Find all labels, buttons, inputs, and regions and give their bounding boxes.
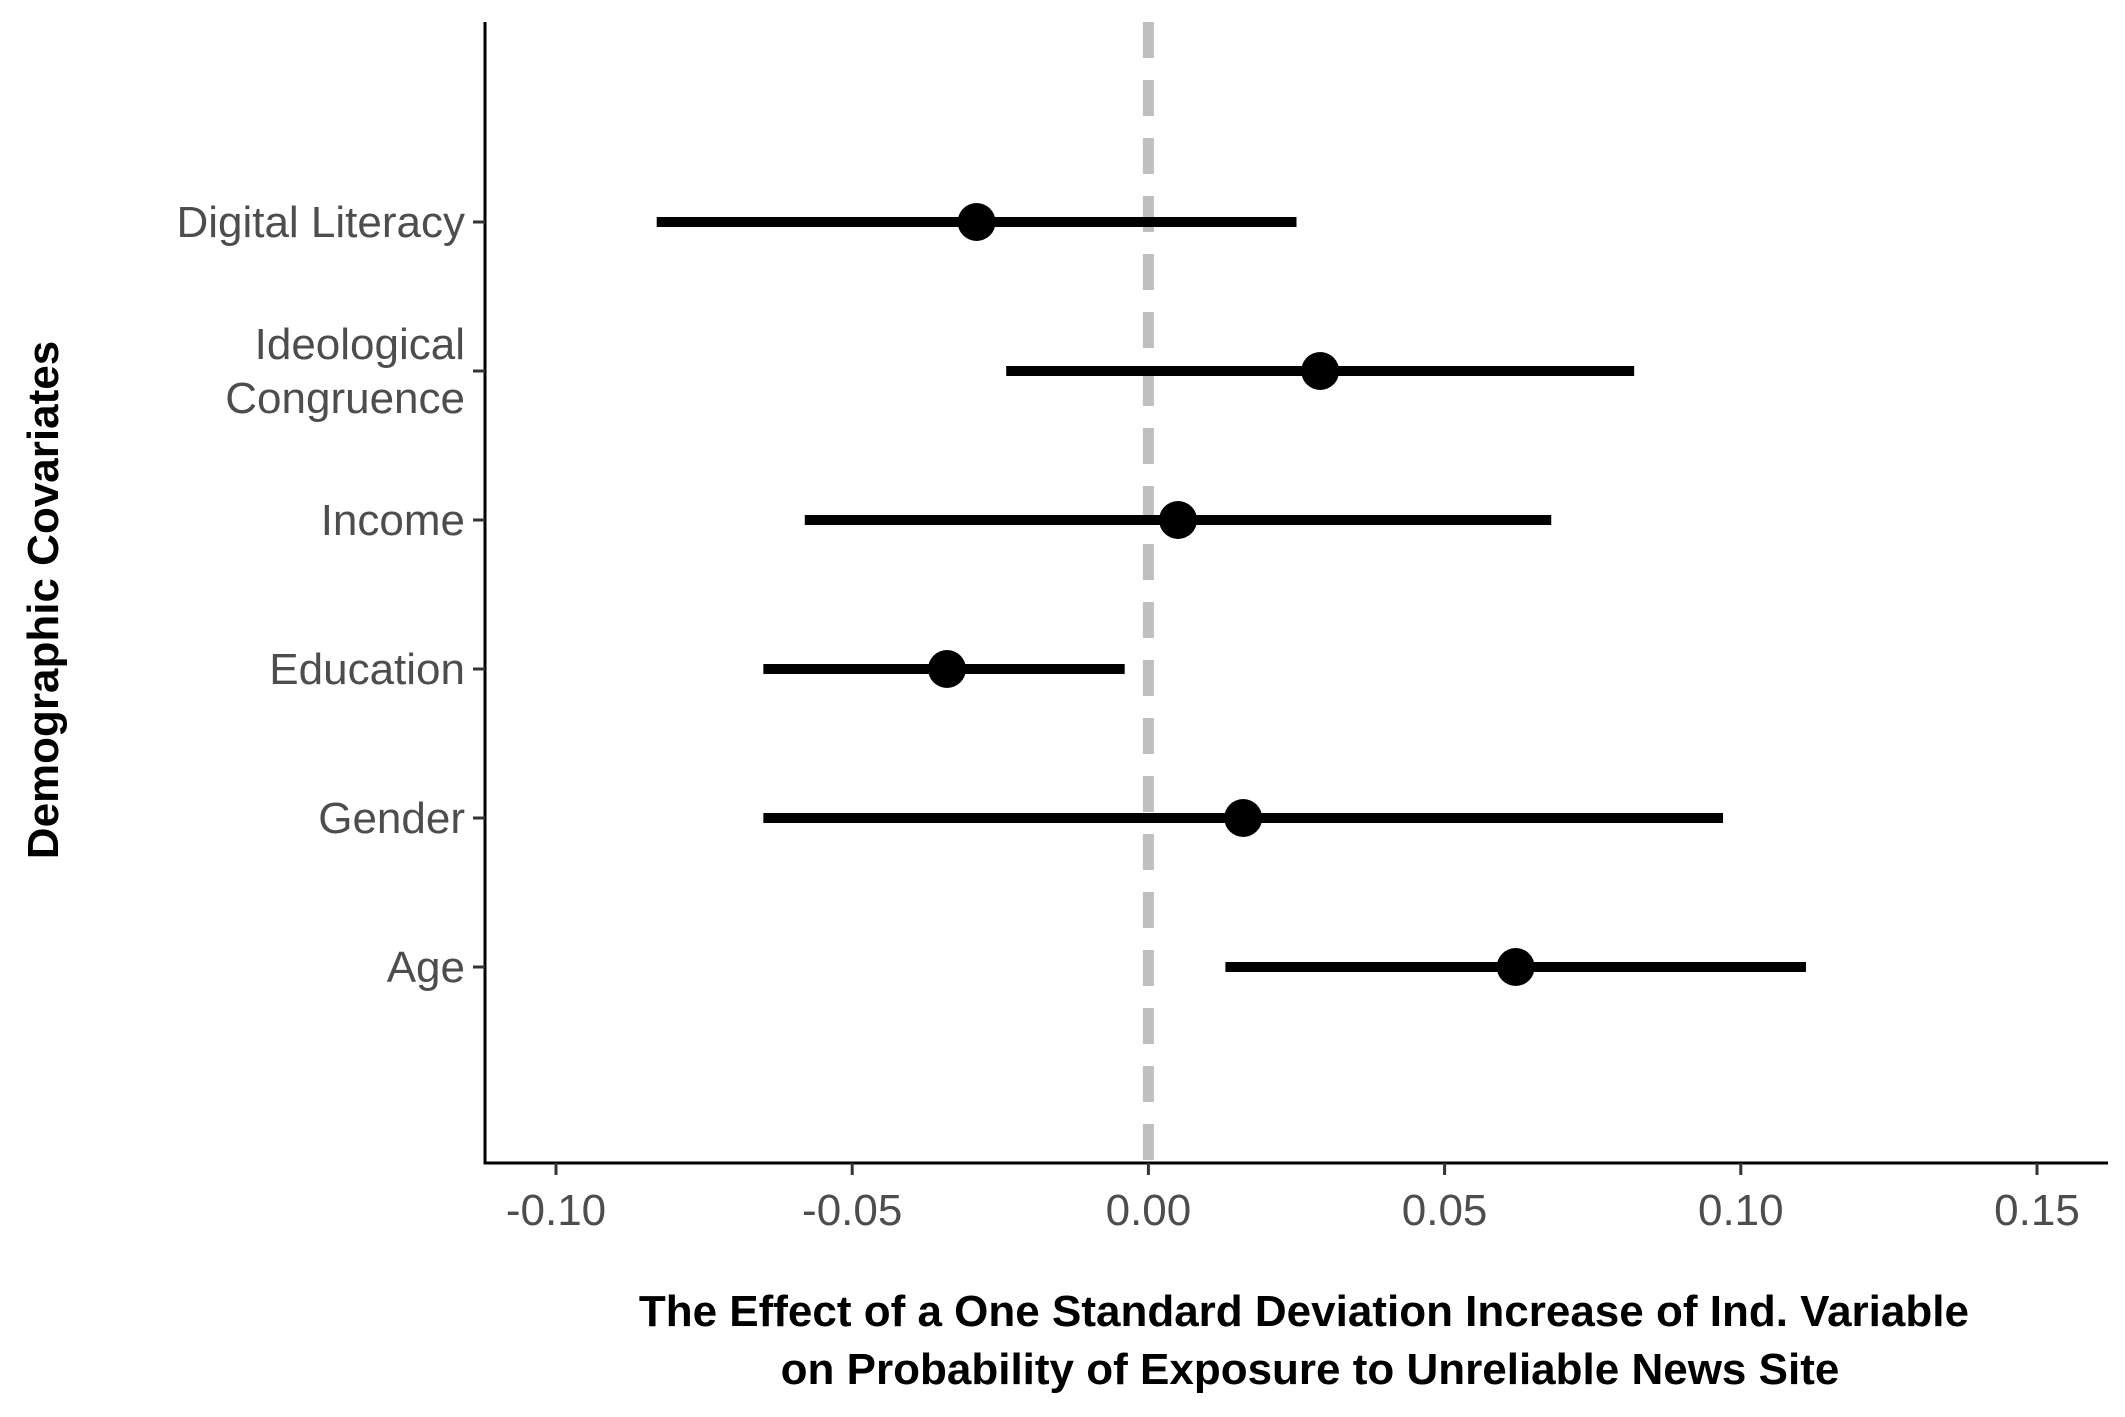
x-tick-label-5: 0.15 (1994, 1186, 2080, 1235)
x-tick-label-4: 0.10 (1698, 1186, 1784, 1235)
x-axis-title-line-1: The Effect of a One Standard Deviation I… (639, 1287, 1969, 1336)
x-axis-title: The Effect of a One Standard Deviation I… (639, 1287, 1981, 1394)
x-tick-label-2: 0.00 (1106, 1186, 1192, 1235)
y-tick-label-2: Income (321, 496, 465, 545)
y-axis-title: Demographic Covariates (19, 341, 68, 859)
point-estimate-5 (1496, 948, 1535, 986)
point-estimate-2 (1159, 501, 1198, 539)
x-axis-title-line-2: on Probability of Exposure to Unreliable… (781, 1345, 1840, 1394)
y-tick-label-5: Age (387, 943, 465, 992)
y-tick-label-1-line-1: Congruence (225, 374, 465, 423)
x-tick-label-0: -0.10 (506, 1186, 606, 1235)
y-tick-label-1-line-0: Ideological (255, 320, 465, 369)
x-tick-label-1: -0.05 (802, 1186, 902, 1235)
y-tick-label-3: Education (269, 645, 465, 694)
point-estimate-3 (927, 650, 966, 688)
point-estimate-1 (1301, 352, 1340, 390)
x-tick-label-3: 0.05 (1402, 1186, 1488, 1235)
point-estimate-0 (957, 203, 996, 241)
y-tick-label-4: Gender (318, 794, 465, 843)
point-estimate-4 (1224, 799, 1263, 837)
y-tick-label-0: Digital Literacy (176, 198, 465, 247)
plot-area: -0.10 -0.05 0.00 0.05 0.10 0.15 Digital Litera… (176, 22, 2108, 1235)
